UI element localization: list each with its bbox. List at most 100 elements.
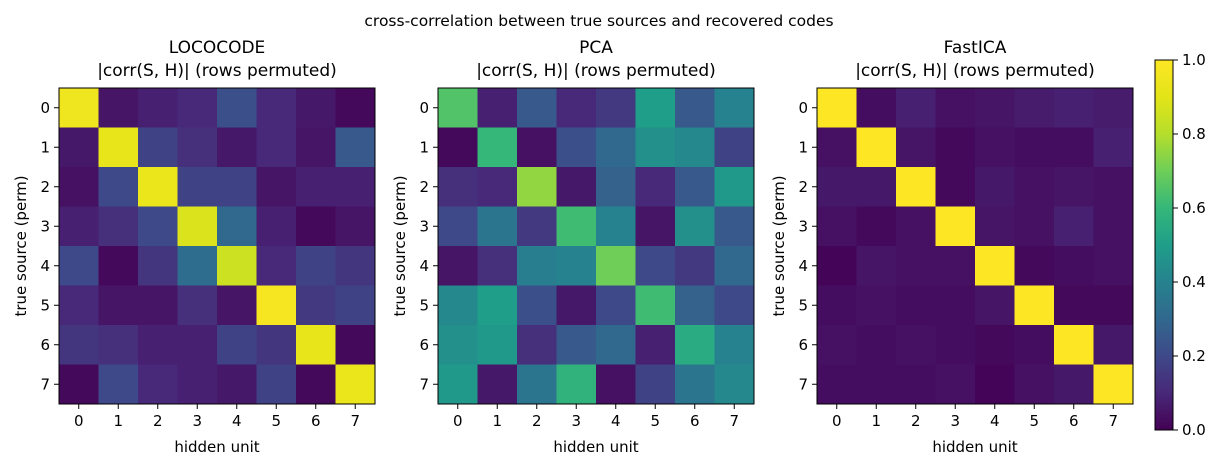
heatmap-cell [1093, 364, 1134, 405]
x-tick-label: 0 [74, 412, 84, 430]
heatmap-cell [635, 127, 676, 168]
heatmap-cell [256, 206, 297, 247]
y-tick-label: 5 [419, 296, 429, 314]
x-tick-label: 0 [832, 412, 842, 430]
heatmap-cell [477, 88, 518, 128]
heatmap-cell [296, 364, 336, 405]
panel-pca: PCA |corr(S, H)| (rows permuted) 0 1 2 3 4 5 6… [391, 38, 755, 456]
heatmap-cell [635, 246, 676, 286]
x-tick-label: 1 [871, 412, 881, 430]
heatmap-cell [335, 88, 376, 128]
heatmap-cell [596, 364, 636, 405]
heatmap-cell [477, 167, 518, 207]
heatmap-cell [335, 127, 376, 168]
heatmap-cell [177, 206, 218, 247]
heatmap-cell [556, 127, 597, 168]
heatmap-cell [935, 325, 976, 365]
x-tick-label: 3 [950, 412, 960, 430]
heatmap-cell [1093, 246, 1134, 286]
heatmap-cell [556, 285, 597, 326]
heatmap-cell [817, 206, 857, 247]
heatmap-cell [335, 325, 376, 365]
heatmap-cell [675, 88, 715, 128]
y-tick-label: 3 [798, 217, 808, 235]
x-tick-label: 4 [611, 412, 621, 430]
heatmap-cell [1054, 127, 1094, 168]
heatmap-cell [975, 285, 1015, 326]
x-tick-label: 4 [232, 412, 242, 430]
x-tick-label: 6 [1069, 412, 1079, 430]
heatmap-cell [1054, 167, 1094, 207]
heatmap-cell [1014, 364, 1055, 405]
heatmap-cell [635, 167, 676, 207]
x-tick-label: 3 [192, 412, 202, 430]
x-axis-label: hidden unit [553, 438, 638, 456]
y-tick-label: 2 [419, 178, 429, 196]
colorbar-tick-label: 0.2 [1182, 347, 1206, 365]
panel-fastica: FastICA |corr(S, H)| (rows permuted) 0 1 2… [770, 38, 1134, 456]
panel-subtitle: |corr(S, H)| (rows permuted) [855, 61, 1095, 81]
y-tick-label: 4 [798, 257, 808, 275]
x-tick-label: 2 [153, 412, 163, 430]
heatmap-cell [975, 127, 1015, 168]
heatmap-cell [675, 206, 715, 247]
heatmap-cell [714, 88, 755, 128]
heatmap-cell [256, 285, 297, 326]
heatmap-cell [556, 88, 597, 128]
heatmap-cell [817, 246, 857, 286]
panel-title: PCA [579, 38, 613, 58]
heatmap-cell [596, 167, 636, 207]
heatmap-cell [1014, 285, 1055, 326]
heatmap-cell [596, 246, 636, 286]
panel-subtitle: |corr(S, H)| (rows permuted) [97, 61, 337, 81]
heatmap-cell [896, 285, 936, 326]
heatmap-cell [935, 246, 976, 286]
heatmap-cell [296, 246, 336, 286]
heatmap-cell [675, 285, 715, 326]
x-tick-label: 5 [271, 412, 281, 430]
y-tick-label: 0 [798, 99, 808, 117]
heatmap-cell [635, 364, 676, 405]
heatmap-cell [138, 167, 178, 207]
heatmap-cells [59, 88, 376, 405]
heatmap-cell [477, 364, 518, 405]
heatmap-cell [975, 246, 1015, 286]
heatmap-cell [438, 364, 478, 405]
heatmap-cell [896, 167, 936, 207]
heatmap-cell [1014, 206, 1055, 247]
heatmap-cell [477, 206, 518, 247]
heatmap-cell [1093, 167, 1134, 207]
heatmap-cell [1093, 325, 1134, 365]
heatmap-cell [596, 127, 636, 168]
panel-title: LOCOCODE [169, 38, 266, 58]
heatmap-cell [935, 88, 976, 128]
y-tick-label: 7 [40, 375, 50, 393]
panel-subtitle: |corr(S, H)| (rows permuted) [476, 61, 716, 81]
heatmap-cell [517, 285, 557, 326]
heatmap-cells [817, 88, 1134, 405]
heatmap-cell [217, 285, 257, 326]
y-axis-label: true source (perm) [770, 175, 788, 316]
x-tick-label: 0 [453, 412, 463, 430]
heatmap-cell [517, 127, 557, 168]
y-tick-label: 6 [419, 336, 429, 354]
x-tick-label: 7 [1108, 412, 1118, 430]
heatmap-cell [59, 127, 99, 168]
axes-frame [816, 87, 1134, 405]
heatmap-cell [477, 325, 518, 365]
heatmap-cell [896, 246, 936, 286]
y-tick-label: 5 [40, 296, 50, 314]
heatmap-cell [896, 206, 936, 247]
y-tick-label: 6 [40, 336, 50, 354]
heatmap-cell [59, 167, 99, 207]
colorbar-tick-label: 0.6 [1182, 199, 1206, 217]
x-tick-label: 5 [1029, 412, 1039, 430]
heatmap-cell [1014, 127, 1055, 168]
heatmap-cell [296, 127, 336, 168]
heatmap-cell [817, 88, 857, 128]
y-tick-label: 7 [798, 375, 808, 393]
heatmap-cell [438, 88, 478, 128]
y-tick-label: 2 [40, 178, 50, 196]
heatmap-cell [138, 88, 178, 128]
heatmap-cell [1054, 206, 1094, 247]
